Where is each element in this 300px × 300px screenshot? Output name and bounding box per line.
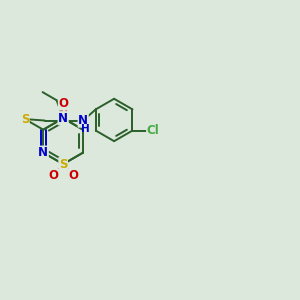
Text: H: H [81,124,90,134]
Text: O: O [58,97,68,110]
Text: Cl: Cl [147,124,160,137]
Text: N: N [58,112,68,125]
Text: N: N [38,146,48,159]
Text: S: S [21,112,29,126]
Text: S: S [59,158,68,171]
Text: N: N [78,114,88,127]
Text: O: O [48,169,58,182]
Text: O: O [68,169,78,182]
